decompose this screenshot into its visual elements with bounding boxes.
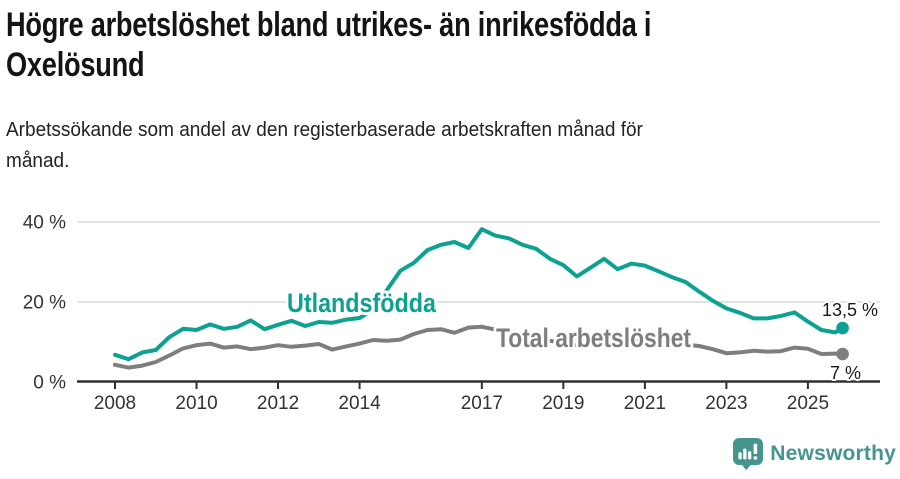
series-line-total-arbetsloshet <box>113 324 845 370</box>
x-tick-label: 2023 <box>705 393 747 414</box>
chart-subtitle: Arbetssökande som andel av den registerb… <box>6 115 850 176</box>
x-tick-label: 2010 <box>175 393 217 414</box>
series-end-value-label: 7 % <box>830 363 861 383</box>
x-tick-label: 2014 <box>338 393 381 414</box>
chart-header: Högre arbetslöshet bland utrikes- än inr… <box>6 5 894 176</box>
y-tick-label: 20 % <box>23 293 66 314</box>
x-tick-label: 2017 <box>461 393 503 414</box>
subtitle-line-1: Arbetssökande som andel av den registerb… <box>6 119 643 142</box>
y-tick-label: 0 % <box>33 373 66 394</box>
x-tick-label: 2021 <box>624 393 666 414</box>
series-end-dot <box>836 347 849 361</box>
x-tick-label: 2025 <box>787 393 829 414</box>
subtitle-line-2: månad. <box>6 149 70 172</box>
y-tick-label: 40 % <box>23 213 66 234</box>
series-inline-label: Utlandsfödda <box>287 288 437 318</box>
series-line-utlandsfodda <box>113 227 845 362</box>
page-title: Högre arbetslöshet bland utrikes- än inr… <box>6 5 716 85</box>
x-tick-label: 2019 <box>542 393 584 414</box>
newsworthy-wordmark: Newsworthy <box>770 442 896 465</box>
series-end-value-label: 13,5 % <box>822 300 878 320</box>
x-tick-label: 2008 <box>94 393 136 414</box>
series-end-dot <box>836 321 849 335</box>
newsworthy-brand: Newsworthy <box>733 438 896 470</box>
series-inline-label: Total arbetslöshet <box>496 323 691 353</box>
title-line-1: Högre arbetslöshet bland utrikes- än inr… <box>6 6 652 44</box>
title-line-2: Oxelösund <box>6 46 145 85</box>
newsworthy-logo-icon <box>733 438 764 470</box>
x-tick-label: 2012 <box>257 393 299 414</box>
